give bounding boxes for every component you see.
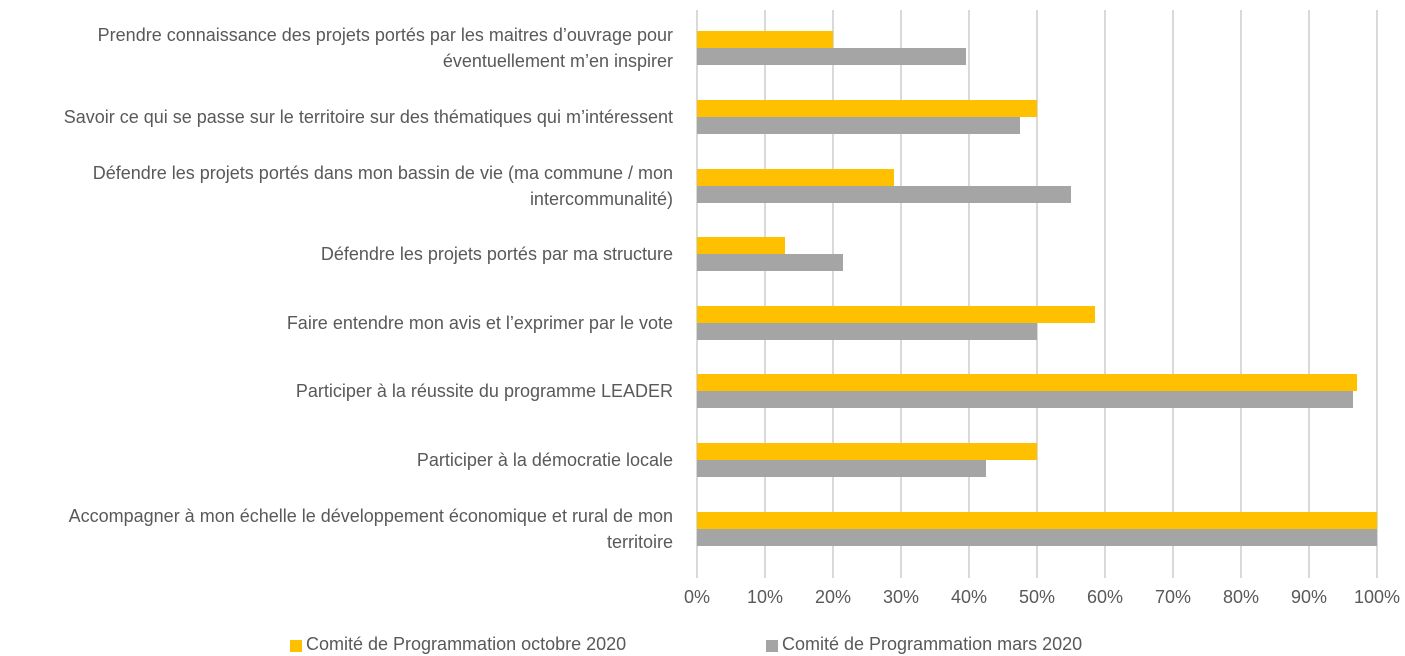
bar (697, 168, 895, 186)
bar (697, 237, 786, 255)
grid-line (1376, 10, 1378, 578)
bar (697, 99, 1037, 117)
bar (697, 374, 1357, 392)
grid-line (696, 10, 698, 578)
category-label: Prendre connaissance des projets portés … (97, 25, 673, 72)
legend-label: Comité de Programmation mars 2020 (782, 634, 1083, 654)
x-tick-label: 100% (1353, 587, 1401, 607)
legend-label: Comité de Programmation octobre 2020 (306, 634, 627, 654)
x-tick-label: 40% (950, 587, 988, 607)
grid-line (1172, 10, 1174, 578)
category-label: Défendre les projets portés dans mon bas… (92, 162, 673, 209)
grid-line (900, 10, 902, 578)
bar (697, 116, 1020, 134)
x-tick-label: 0% (683, 587, 711, 607)
x-tick-label: 90% (1290, 587, 1328, 607)
grid-line (832, 10, 834, 578)
bar (697, 48, 966, 66)
category-label: Participer à la démocratie locale (416, 449, 673, 470)
bar (697, 511, 1377, 529)
x-tick-label: 50% (1018, 587, 1056, 607)
category-label: Défendre les projets portés par ma struc… (320, 244, 673, 265)
bar (697, 254, 844, 272)
legend-swatch (290, 640, 302, 652)
grid-line (1308, 10, 1310, 578)
x-tick-label: 70% (1154, 587, 1192, 607)
grid-line (764, 10, 766, 578)
bar (697, 528, 1377, 546)
category-label: Savoir ce qui se passe sur le territoire… (63, 106, 673, 127)
category-label: Accompagner à mon échelle le développeme… (68, 505, 673, 552)
bar (697, 391, 1354, 409)
x-tick-label: 20% (814, 587, 852, 607)
grid-line (1104, 10, 1106, 578)
x-tick-label: 30% (882, 587, 920, 607)
bar (697, 442, 1037, 460)
grid-line (968, 10, 970, 578)
bar (697, 305, 1095, 323)
bar (697, 459, 986, 477)
bar (697, 322, 1037, 340)
category-label: Faire entendre mon avis et l’exprimer pa… (286, 312, 673, 333)
legend-swatch (766, 640, 778, 652)
bar (697, 31, 833, 49)
x-tick-label: 60% (1086, 587, 1124, 607)
x-tick-label: 80% (1222, 587, 1260, 607)
grid-line (1036, 10, 1038, 578)
category-label: Participer à la réussite du programme LE… (295, 381, 673, 402)
bar (697, 185, 1071, 203)
grid-line (1240, 10, 1242, 578)
x-tick-label: 10% (746, 587, 784, 607)
